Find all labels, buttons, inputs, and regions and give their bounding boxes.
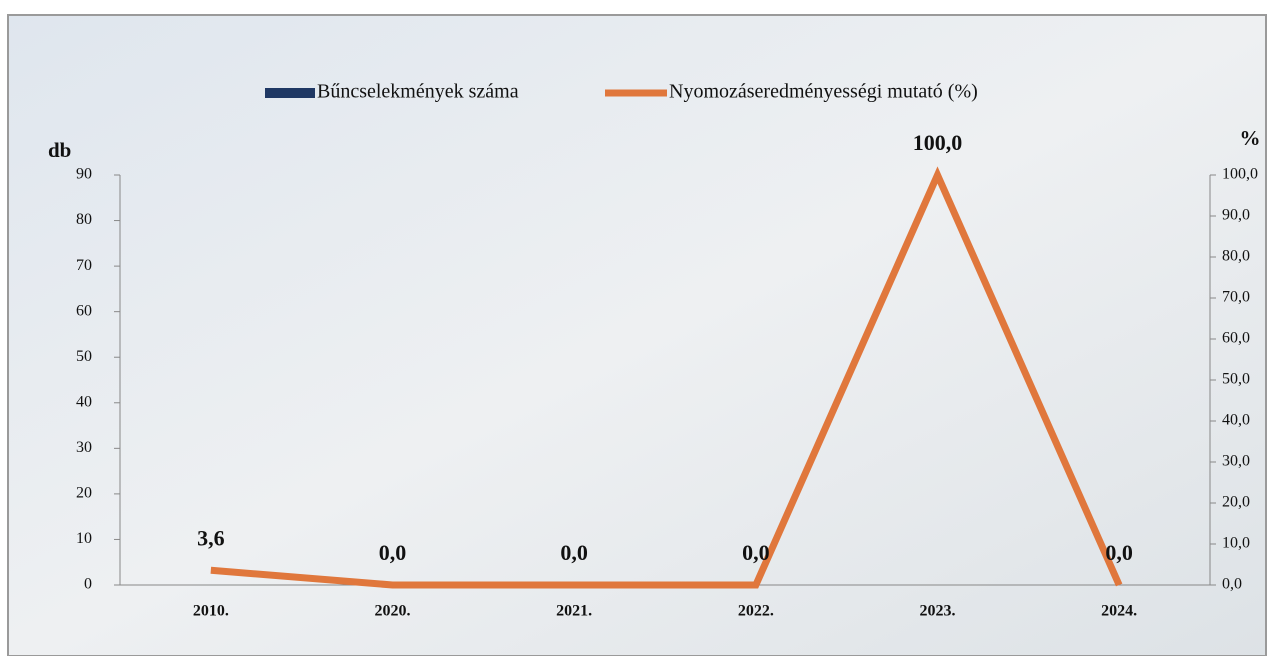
x-tick-label: 2020. bbox=[375, 603, 411, 620]
data-label: 0,0 bbox=[1105, 540, 1133, 565]
x-tick-label: 2021. bbox=[556, 603, 592, 620]
legend-swatch bbox=[265, 88, 315, 98]
y2-tick-label: 80,0 bbox=[1222, 248, 1250, 265]
background bbox=[8, 15, 1266, 656]
y-tick-label: 60 bbox=[76, 302, 92, 319]
y-tick-label: 0 bbox=[84, 576, 92, 593]
y2-tick-label: 60,0 bbox=[1222, 330, 1250, 347]
y2-tick-label: 0,0 bbox=[1222, 576, 1242, 593]
x-tick-label: 2024. bbox=[1101, 603, 1137, 620]
y2-tick-label: 40,0 bbox=[1222, 412, 1250, 429]
data-label: 100,0 bbox=[913, 130, 963, 155]
y2-tick-label: 100,0 bbox=[1222, 166, 1258, 183]
y2-tick-label: 90,0 bbox=[1222, 207, 1250, 224]
x-tick-label: 2023. bbox=[920, 603, 956, 620]
y-tick-label: 20 bbox=[76, 485, 92, 502]
y2-tick-label: 30,0 bbox=[1222, 453, 1250, 470]
x-tick-label: 2022. bbox=[738, 603, 774, 620]
y-tick-label: 30 bbox=[76, 439, 92, 456]
data-label: 3,6 bbox=[197, 525, 225, 550]
legend-label: Nyomozáseredményességi mutató (%) bbox=[669, 81, 978, 103]
y-tick-label: 10 bbox=[76, 530, 92, 547]
y-tick-label: 90 bbox=[76, 166, 92, 183]
y2-tick-label: 10,0 bbox=[1222, 535, 1250, 552]
y-tick-label: 70 bbox=[76, 257, 92, 274]
y-tick-label: 80 bbox=[76, 211, 92, 228]
data-label: 0,0 bbox=[379, 540, 407, 565]
legend-label: Bűncselekmények száma bbox=[317, 81, 519, 103]
y-tick-label: 50 bbox=[76, 348, 92, 365]
x-tick-label: 2010. bbox=[193, 603, 229, 620]
y2-tick-label: 50,0 bbox=[1222, 371, 1250, 388]
y-tick-label: 40 bbox=[76, 393, 92, 410]
chart: db % 0 10 20 30 40 50 60 70 80 90 0,0 10,0 20,0 30,0 4… bbox=[0, 0, 1274, 656]
y-axis-label: db bbox=[48, 138, 71, 162]
y2-tick-label: 20,0 bbox=[1222, 494, 1250, 511]
data-label: 0,0 bbox=[560, 540, 588, 565]
y2-tick-label: 70,0 bbox=[1222, 289, 1250, 306]
y2-axis-label: % bbox=[1240, 126, 1261, 150]
data-label: 0,0 bbox=[742, 540, 770, 565]
